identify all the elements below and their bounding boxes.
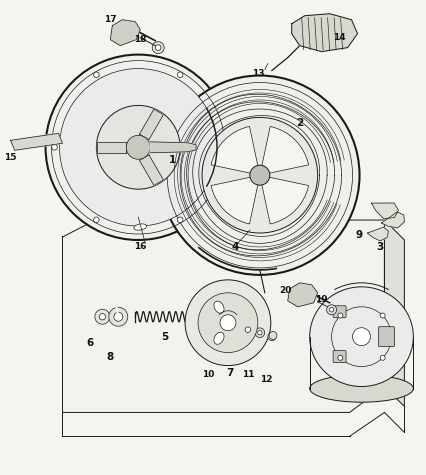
Text: 7: 7 [226,368,233,378]
Polygon shape [384,220,404,407]
Circle shape [202,117,318,233]
Polygon shape [139,155,164,185]
Circle shape [245,327,250,332]
Circle shape [60,68,217,226]
Ellipse shape [134,224,147,230]
Circle shape [242,324,253,335]
Circle shape [46,55,231,240]
Polygon shape [63,220,384,412]
Text: 3: 3 [376,242,383,252]
Circle shape [114,312,123,321]
FancyBboxPatch shape [333,306,346,318]
Circle shape [99,314,106,320]
Circle shape [94,72,99,77]
Circle shape [160,76,360,275]
Circle shape [198,293,258,352]
Circle shape [250,165,270,185]
Circle shape [353,328,371,346]
Circle shape [94,217,99,223]
Wedge shape [260,126,308,175]
Polygon shape [98,142,126,153]
Text: 6: 6 [87,338,94,348]
Ellipse shape [214,301,224,313]
Wedge shape [260,175,308,224]
Text: 15: 15 [4,153,17,162]
Circle shape [126,135,150,159]
Circle shape [380,313,385,318]
Polygon shape [11,133,63,150]
Text: 19: 19 [315,295,328,304]
Text: 14: 14 [333,33,346,42]
Polygon shape [371,203,398,219]
Circle shape [338,355,343,361]
Circle shape [220,315,236,331]
Circle shape [269,332,277,340]
Circle shape [338,313,343,318]
FancyBboxPatch shape [333,351,346,362]
Text: 17: 17 [104,15,117,24]
Circle shape [380,355,385,361]
Text: 5: 5 [161,332,169,342]
Circle shape [52,144,58,150]
Circle shape [219,144,225,150]
Circle shape [185,280,271,366]
Text: 11: 11 [242,370,254,379]
Ellipse shape [310,375,413,402]
Text: 12: 12 [259,375,272,384]
Polygon shape [139,109,164,140]
Polygon shape [288,283,318,307]
Circle shape [258,331,262,335]
Circle shape [177,217,183,223]
Circle shape [177,72,183,77]
Polygon shape [381,212,404,228]
Text: 2: 2 [296,118,303,128]
Text: 4: 4 [231,242,239,252]
Text: 10: 10 [202,370,214,379]
Circle shape [329,308,334,312]
Circle shape [327,305,337,315]
Circle shape [152,42,164,54]
Text: 8: 8 [106,352,114,361]
Circle shape [109,307,128,326]
Ellipse shape [310,287,413,387]
Circle shape [255,328,265,337]
Polygon shape [110,19,140,46]
Text: 13: 13 [252,69,264,78]
Circle shape [268,332,276,341]
Text: 9: 9 [356,230,363,240]
Polygon shape [150,142,196,153]
Text: 16: 16 [134,242,147,251]
Ellipse shape [214,332,224,344]
Circle shape [95,309,110,324]
FancyBboxPatch shape [378,327,394,347]
Circle shape [155,45,161,50]
Polygon shape [292,14,357,52]
Polygon shape [368,227,389,241]
Text: 20: 20 [279,286,292,295]
Text: 18: 18 [134,35,147,44]
Wedge shape [211,126,260,175]
Circle shape [96,105,180,189]
Text: 1: 1 [169,155,176,165]
Wedge shape [211,175,260,224]
